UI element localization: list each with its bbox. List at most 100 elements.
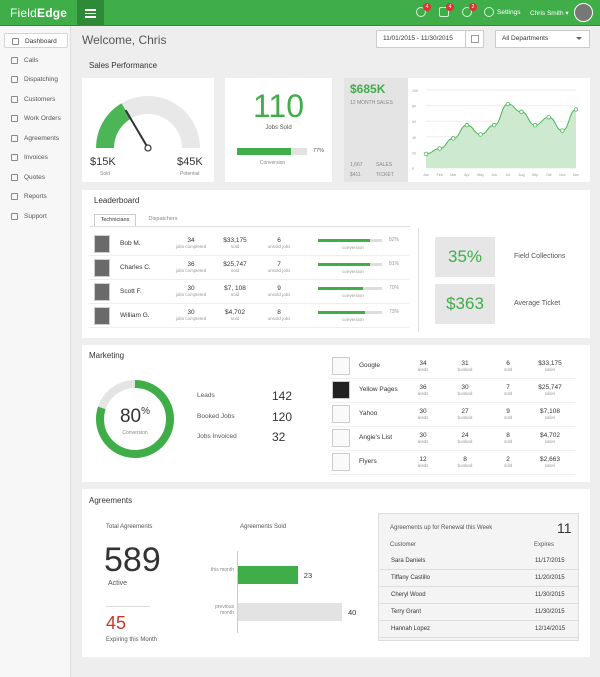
sales-chart-card: 100 80 60 40 20 0 Jan Feb Mar Apr May Jun Jul Aug Sep O… xyxy=(408,78,590,182)
source-leads-cell: 30 leads xyxy=(417,408,429,420)
date-range-field[interactable]: 11/01/2015 - 11/30/2015 xyxy=(376,30,484,48)
conversion-fill xyxy=(318,287,363,290)
source-sold-cell: 6 sold xyxy=(503,360,513,372)
data-point[interactable] xyxy=(560,128,565,133)
avatar xyxy=(94,235,110,253)
sidebar-item-work-orders[interactable]: Work Orders xyxy=(4,111,68,126)
x-tick-label: Apr xyxy=(464,173,470,177)
avatar[interactable] xyxy=(574,3,593,22)
list-item[interactable]: Angie's List 30 leads 24 booked 8 sold $4,702 sa… xyxy=(330,427,575,451)
table-row[interactable]: William G. 30 jobs completed $4,702 sold 8 uns… xyxy=(89,304,409,328)
data-point[interactable] xyxy=(573,107,579,112)
table-row[interactable]: Sara Daniels 11/17/2015 xyxy=(380,553,578,570)
notifications-icon[interactable]: 2 xyxy=(462,3,477,17)
section-title: Sales Performance xyxy=(89,61,158,70)
tab-dispatchers[interactable]: Dispatchers xyxy=(148,216,178,222)
source-name: Yahoo xyxy=(359,410,378,417)
technician-name: Bob M. xyxy=(120,240,141,247)
source-name: Angie's List xyxy=(359,434,393,441)
source-name: Google xyxy=(359,362,380,369)
agreements-sold-title: Agreements Sold xyxy=(240,524,287,530)
sidebar-item-customers[interactable]: Customers xyxy=(4,92,68,107)
sidebar-item-support[interactable]: Support xyxy=(4,209,68,224)
marketing-conversion-value: 80% xyxy=(119,406,151,427)
data-point[interactable] xyxy=(451,136,456,141)
source-booked-cell: 24 booked xyxy=(457,432,473,444)
app-logo[interactable]: FieldEdge xyxy=(10,6,68,20)
sidebar-item-calls[interactable]: Calls xyxy=(4,53,68,68)
jobs-sold-card: 110 Jobs Sold 77% Conversion xyxy=(225,78,332,182)
data-point[interactable] xyxy=(532,122,538,128)
conversion-fill xyxy=(318,311,365,314)
customer-name: Hannah Lopez xyxy=(391,626,431,632)
source-logo xyxy=(332,405,350,423)
department-select[interactable]: All Departments xyxy=(495,30,590,48)
this-month-label: this month xyxy=(210,567,234,573)
twelve-month-label: 12 MONTH SALES xyxy=(350,100,393,106)
data-point[interactable] xyxy=(464,122,470,128)
ticket-average: $411 xyxy=(350,172,361,178)
table-row[interactable]: Bob M. 34 jobs completed $33,175 sold 6 unsold… xyxy=(89,232,409,256)
messages-icon[interactable]: 4 xyxy=(439,3,454,17)
settings-link[interactable]: Settings xyxy=(497,9,521,16)
customer-name: Tiffany Castillo xyxy=(391,575,431,581)
technician-name: Charles C. xyxy=(120,264,151,271)
sales-gauge xyxy=(96,96,200,152)
ticket-label: TICKET xyxy=(376,172,394,178)
table-row[interactable]: Cheryl Wood 11/30/2015 xyxy=(380,587,578,604)
sidebar-item-label: Agreements xyxy=(24,134,60,142)
gear-icon[interactable] xyxy=(484,7,494,17)
sidebar-item-dispatching[interactable]: Dispatching xyxy=(4,72,68,87)
list-item[interactable]: Yahoo 30 leads 27 booked 9 sold $7,108 sales xyxy=(330,403,575,427)
sidebar-item-label: Work Orders xyxy=(24,115,61,122)
table-row[interactable]: Tiffany Castillo 11/20/2015 xyxy=(380,570,578,587)
source-booked-cell: 8 booked xyxy=(457,456,473,468)
sidebar-item-agreements[interactable]: Agreements xyxy=(4,131,68,146)
data-point[interactable] xyxy=(505,101,511,107)
conversion-value: 81% xyxy=(389,261,400,267)
list-item[interactable]: Yellow Pages 36 leads 30 booked 7 sold $25,747 s… xyxy=(330,379,575,403)
data-point[interactable] xyxy=(546,115,551,120)
table-row[interactable]: Scott F. 30 jobs completed $7, 108 sold 9 unso… xyxy=(89,280,409,304)
data-point[interactable] xyxy=(491,122,497,128)
user-menu[interactable]: Chris Smith ▾ xyxy=(530,10,569,17)
x-tick-label: Jan xyxy=(423,173,429,177)
previous-month-bar xyxy=(238,603,342,621)
page-title: Welcome, Chris xyxy=(82,33,167,47)
y-tick-label: 60 xyxy=(412,120,416,124)
nav-icon xyxy=(11,173,18,181)
customer-name: Terry Grant xyxy=(391,609,422,615)
series-area xyxy=(426,104,576,168)
data-point[interactable] xyxy=(437,146,442,151)
list-item[interactable]: Flyers 12 leads 8 booked 2 sold $2,663 sales xyxy=(330,451,575,475)
marketing-stat-label: Leads xyxy=(197,392,215,399)
sidebar-item-label: Customers xyxy=(24,95,56,103)
sidebar-item-reports[interactable]: Reports xyxy=(4,189,68,204)
table-row[interactable]: Terry Grant 11/30/2015 xyxy=(380,604,578,621)
sidebar-item-invoices[interactable]: Invoices xyxy=(4,150,68,165)
list-item[interactable]: Google 34 leads 31 booked 6 sold $33,175 sales xyxy=(330,355,575,379)
conversion-label: conversion xyxy=(342,317,364,322)
sold-cell: $4,702 sold xyxy=(225,309,245,321)
sidebar-item-quotes[interactable]: Quotes xyxy=(4,170,68,185)
data-point[interactable] xyxy=(423,151,429,157)
sidebar-item-dashboard[interactable]: Dashboard xyxy=(4,33,68,48)
menu-toggle-button[interactable] xyxy=(77,0,104,26)
sold-cell: $25,747 sold xyxy=(223,261,247,273)
data-point[interactable] xyxy=(478,132,483,137)
data-point[interactable] xyxy=(519,109,524,115)
active-label: Active xyxy=(108,580,128,587)
technician-name: Scott F. xyxy=(120,288,142,295)
conversion-label: conversion xyxy=(342,245,364,250)
conversion-value: 82% xyxy=(389,237,400,243)
source-sold-cell: 8 sold xyxy=(503,432,513,444)
alert-icon[interactable]: 4 xyxy=(416,3,431,17)
source-logo xyxy=(332,429,350,447)
conversion-value: 70% xyxy=(389,285,400,291)
nav-icon xyxy=(11,212,18,220)
jobs-cell: 36 jobs completed xyxy=(175,261,207,273)
tab-technicians[interactable]: Technicians xyxy=(94,214,136,226)
table-row[interactable]: Hannah Lopez 12/14/2015 xyxy=(380,621,578,638)
calendar-icon[interactable] xyxy=(465,31,483,47)
table-row[interactable]: Charles C. 36 jobs completed $25,747 sold 7 un… xyxy=(89,256,409,280)
